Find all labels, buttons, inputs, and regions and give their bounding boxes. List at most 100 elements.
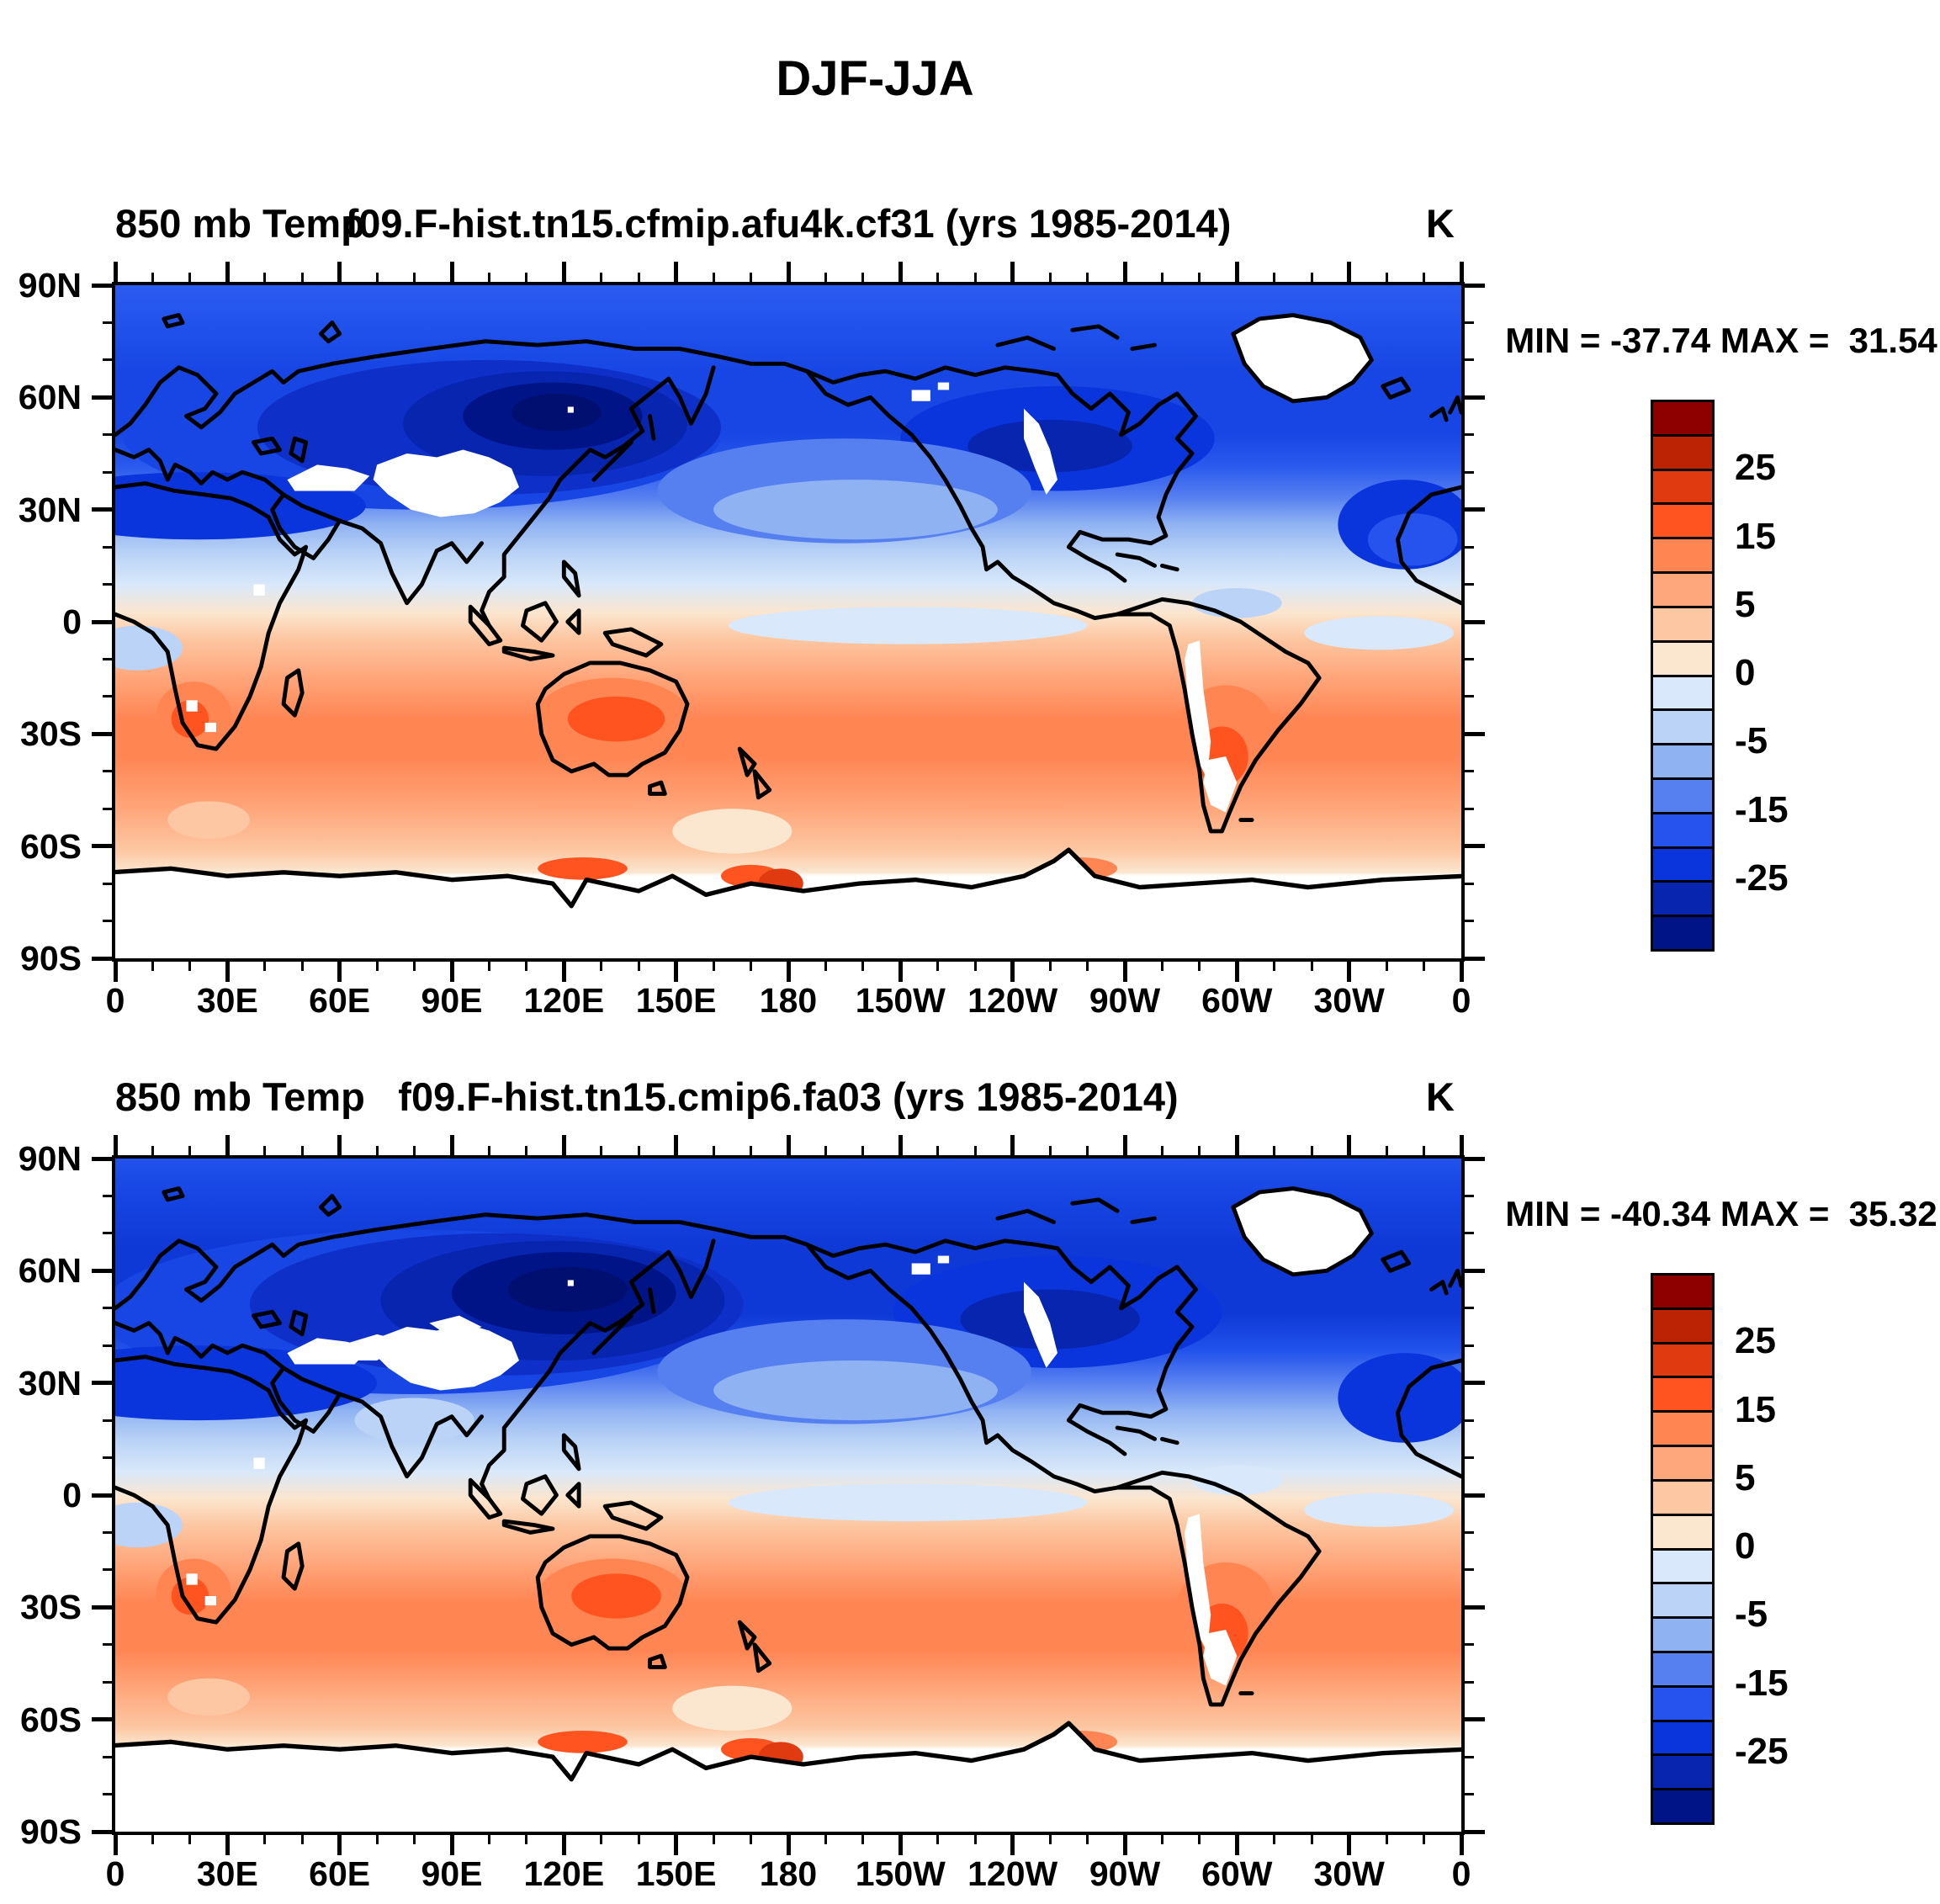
panel1-x-tick <box>824 273 827 285</box>
panel1-y-tick <box>1461 507 1485 512</box>
panel1-y-tick <box>103 807 115 810</box>
panel1-x-tick <box>936 273 940 285</box>
panel1-lon-label: 120E <box>523 981 605 1020</box>
panel1-x-tick <box>1010 958 1015 982</box>
panel1-minmax-stats: MIN = -37.74 MAX = 31.54 <box>1505 321 1937 360</box>
panel1-y-tick <box>103 657 115 660</box>
panel2-lat-label: 90S <box>20 1812 82 1851</box>
panel2-lon-label: 180 <box>759 1854 818 1893</box>
panel2-lon-label: 90W <box>1089 1854 1161 1893</box>
panel2-x-tick <box>413 1146 416 1159</box>
panel1-colorbar-segment <box>1653 605 1712 640</box>
panel1-y-tick <box>92 619 115 624</box>
panel2-x-tick <box>188 1832 192 1844</box>
panel2-y-tick <box>1461 1793 1474 1796</box>
panel2-x-tick <box>1122 1832 1127 1855</box>
panel1-x-tick <box>225 262 230 285</box>
panel1-x-tick <box>637 273 640 285</box>
panel1-lon-label: 180 <box>759 981 818 1020</box>
panel1-lon-label: 60E <box>309 981 371 1020</box>
panel2-colorbar-segment <box>1653 1788 1712 1822</box>
panel1-colorbar-segment <box>1653 639 1712 675</box>
panel2-x-tick <box>1160 1146 1163 1159</box>
panel1-colorbar-tick-label: -15 <box>1735 788 1789 830</box>
panel2-colorbar-tick-label: 5 <box>1735 1456 1756 1498</box>
panel2-colorbar-segment <box>1653 1547 1712 1583</box>
panel2-y-tick <box>103 1568 115 1572</box>
panel2-x-tick <box>151 1146 154 1159</box>
panel1-x-tick <box>561 262 566 285</box>
panel2-colorbar-segment <box>1653 1650 1712 1685</box>
panel2-lat-label: 60N <box>18 1251 82 1291</box>
panel2-lon-label: 30E <box>196 1854 258 1893</box>
panel1-x-tick <box>750 958 753 971</box>
panel1-colorbar-tick-label: 0 <box>1735 652 1756 693</box>
panel1-colorbar-segment <box>1653 743 1712 777</box>
panel2-x-tick <box>1234 1135 1239 1159</box>
panel1-lon-label: 120W <box>967 981 1058 1020</box>
panel1-x-tick <box>1160 273 1163 285</box>
panel2-colorbar-segment <box>1653 1513 1712 1548</box>
panel1-x-tick <box>674 958 679 982</box>
panel2-colorbar-segment <box>1653 1276 1712 1307</box>
panel2-x-tick <box>1310 1146 1313 1159</box>
panel2-y-tick <box>1461 1680 1474 1684</box>
panel2-units-label: K <box>1426 1074 1455 1119</box>
panel2-x-tick <box>1010 1832 1015 1855</box>
panel2-x-tick <box>1198 1146 1201 1159</box>
panel2-x-tick <box>449 1832 454 1855</box>
panel2-lon-label: 60E <box>309 1854 371 1893</box>
panel2-colorbar-segment <box>1653 1719 1712 1754</box>
panel2-y-tick <box>92 1829 115 1834</box>
panel2-y-tick <box>92 1381 115 1386</box>
world-map-contour-field <box>115 285 1461 958</box>
panel2-x-tick <box>824 1832 827 1844</box>
panel1-y-tick <box>103 920 115 923</box>
panel2-y-tick <box>103 1643 115 1647</box>
panel1-x-tick <box>1423 958 1426 971</box>
panel2-x-tick <box>1122 1135 1127 1159</box>
panel1-x-tick <box>1347 262 1352 285</box>
panel2-x-tick <box>487 1146 490 1159</box>
panel1-y-tick <box>92 283 115 288</box>
panel1-y-tick <box>1461 619 1485 624</box>
panel1-y-tick <box>92 844 115 849</box>
panel1-x-tick <box>1273 273 1276 285</box>
panel2-colorbar-tick-label: -5 <box>1735 1594 1768 1636</box>
panel1-x-tick <box>1048 273 1052 285</box>
panel1-x-tick <box>1347 958 1352 982</box>
panel2-colorbar-segment <box>1653 1616 1712 1651</box>
panel1-x-tick <box>973 273 977 285</box>
panel2-x-tick <box>750 1832 753 1844</box>
panel2-lat-label: 0 <box>62 1476 82 1514</box>
panel1-x-tick <box>637 958 640 971</box>
panel2-x-tick <box>637 1832 640 1844</box>
panel2-x-tick <box>263 1832 267 1844</box>
panel2-colorbar-tick-label: 15 <box>1735 1388 1776 1430</box>
panel1-x-tick <box>674 262 679 285</box>
panel1-y-tick <box>103 545 115 549</box>
panel1-colorbar-segment <box>1653 777 1712 812</box>
panel2-colorbar-segment <box>1653 1684 1712 1720</box>
panel1-lat-label: 90S <box>20 939 82 978</box>
panel2-x-tick <box>600 1146 603 1159</box>
panel1-colorbar-tick-label: 15 <box>1735 515 1776 557</box>
panel2-x-tick <box>1086 1832 1089 1844</box>
panel1-x-tick <box>561 958 566 982</box>
panel1-y-tick <box>1461 321 1474 324</box>
figure-title: DJF-JJA <box>776 51 974 106</box>
panel2-x-tick <box>1347 1135 1352 1159</box>
panel2-y-tick <box>103 1307 115 1310</box>
panel2-x-tick <box>300 1146 304 1159</box>
panel1-lat-label: 30N <box>18 490 82 529</box>
panel2-lon-label: 120E <box>523 1854 605 1893</box>
panel2-lat-label: 90N <box>18 1139 82 1178</box>
panel1-x-tick <box>1086 958 1089 971</box>
panel1-colorbar <box>1651 400 1715 952</box>
panel1-colorbar-segment <box>1653 846 1712 881</box>
panel2-x-tick <box>263 1146 267 1159</box>
panel1-x-tick <box>786 958 791 982</box>
panel2-x-tick <box>1086 1146 1089 1159</box>
panel1-x-tick <box>861 273 865 285</box>
panel1-lon-label: 30E <box>196 981 258 1020</box>
